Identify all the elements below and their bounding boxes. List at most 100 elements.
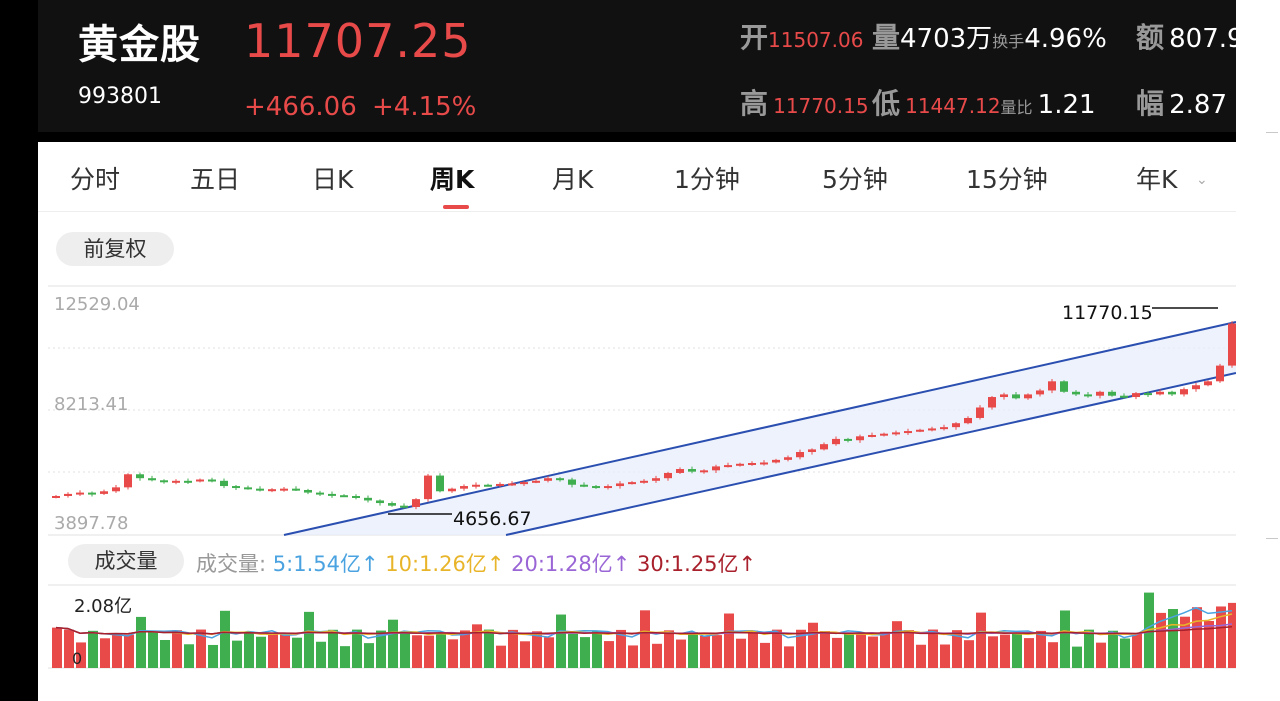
volume-bar <box>184 644 194 668</box>
volume-bar <box>604 641 614 668</box>
volume-bar <box>100 638 110 668</box>
candle <box>184 480 192 483</box>
volume-bar <box>580 637 590 668</box>
candle <box>820 444 828 450</box>
volume-legend: 成交量: 5:1.54亿↑ 10:1.26亿↑ 20:1.28亿↑ 30:1.2… <box>196 548 756 578</box>
price-change-pct: +4.15% <box>372 92 477 122</box>
volume-bar <box>52 627 62 668</box>
candle <box>676 469 684 473</box>
volume-bar <box>1216 606 1226 668</box>
candle <box>100 491 108 494</box>
candle <box>364 497 372 501</box>
candle <box>532 480 540 483</box>
tab-intraday[interactable]: 分时 <box>70 165 121 194</box>
candle <box>904 431 912 434</box>
arrow-up-icon: ↑ <box>738 552 757 576</box>
tab-daily-k[interactable]: 日K <box>312 165 354 194</box>
tab-15min[interactable]: 15分钟 <box>966 165 1048 194</box>
candle <box>484 484 492 487</box>
volume-value: 4703万 <box>900 24 993 54</box>
volume-bar <box>412 635 422 668</box>
candle <box>976 407 984 418</box>
ma10-value: 10:1.26亿 <box>385 552 487 576</box>
candle <box>988 397 996 408</box>
turnover-value: 4.96% <box>1024 24 1107 54</box>
chart-panel: 分时 五日 日K 周K 月K 1分钟 5分钟 15分钟 年K ⌄ 前复权 成交量… <box>38 142 1236 701</box>
tab-five-day[interactable]: 五日 <box>190 165 241 194</box>
volume-bar <box>256 636 266 668</box>
candle <box>448 488 456 492</box>
candle <box>400 505 408 508</box>
candle <box>760 462 768 465</box>
tab-1min[interactable]: 1分钟 <box>674 165 740 194</box>
adjust-button[interactable]: 前复权 <box>56 232 174 266</box>
open-stat: 开11507.06 <box>740 16 863 56</box>
candle <box>1108 391 1116 396</box>
candle <box>196 479 204 482</box>
high-label: 高 <box>740 87 769 120</box>
candle <box>424 475 432 500</box>
tab-yearly-k[interactable]: 年K <box>1136 165 1178 194</box>
volume-bar <box>1000 634 1010 668</box>
volume-bars <box>52 592 1236 668</box>
arrow-up-icon: ↑ <box>486 552 505 576</box>
volume-bar <box>544 637 554 668</box>
active-tab-indicator <box>443 205 469 209</box>
candle <box>1228 323 1236 366</box>
candle <box>652 478 660 481</box>
volume-bar <box>556 614 566 668</box>
volume-bar <box>592 631 602 668</box>
volume-bar <box>1084 629 1094 668</box>
candle <box>64 493 72 496</box>
volume-bar <box>160 639 170 668</box>
candle <box>1120 395 1128 398</box>
candle <box>148 478 156 481</box>
candle <box>892 432 900 435</box>
candle <box>256 488 264 491</box>
candle-series <box>52 321 1236 510</box>
low-marker-label: 4656.67 <box>453 508 532 530</box>
low-stat: 低 11447.12量比 1.21 <box>872 82 1096 122</box>
candle <box>220 480 228 487</box>
candle <box>916 429 924 432</box>
candle <box>160 480 168 483</box>
candlestick-chart[interactable]: 12529.04 8213.41 3897.78 11770.15 4656.6… <box>38 142 1236 701</box>
volume-bar <box>244 631 254 668</box>
amp-label: 幅 <box>1136 87 1165 120</box>
price-change: +466.06 <box>244 92 357 122</box>
candle <box>412 499 420 507</box>
candle <box>508 483 516 486</box>
candle <box>640 480 648 483</box>
volume-bar <box>232 640 242 668</box>
candle <box>688 469 696 472</box>
tab-weekly-k[interactable]: 周K <box>430 165 475 194</box>
candle <box>208 479 216 482</box>
candle <box>544 478 552 481</box>
y-axis-top-label: 12529.04 <box>54 294 140 315</box>
volume-bar <box>760 642 770 668</box>
candle <box>280 488 288 491</box>
tab-5min[interactable]: 5分钟 <box>822 165 888 194</box>
volume-bar <box>520 641 530 668</box>
candle <box>700 470 708 473</box>
volume-bar <box>640 610 650 668</box>
candle <box>304 489 312 493</box>
volume-bar <box>76 642 86 668</box>
volume-bar <box>112 633 122 668</box>
volume-bar <box>724 613 734 668</box>
volume-bar <box>928 629 938 668</box>
candle <box>568 479 576 485</box>
tab-monthly-k[interactable]: 月K <box>552 165 594 194</box>
volume-bar <box>652 643 662 668</box>
chevron-down-icon[interactable]: ⌄ <box>1196 172 1208 188</box>
volume-button[interactable]: 成交量 <box>68 544 184 578</box>
amount-stat: 额 807.9 <box>1136 16 1236 56</box>
volume-label: 量 <box>872 21 901 54</box>
volume-bar <box>1072 646 1082 668</box>
turnover-label: 换手 <box>992 32 1025 51</box>
volume-bar <box>676 639 686 668</box>
stock-code: 993801 <box>78 84 162 109</box>
volume-bar <box>784 646 794 668</box>
volume-bar <box>376 630 386 668</box>
volume-bar <box>772 629 782 668</box>
